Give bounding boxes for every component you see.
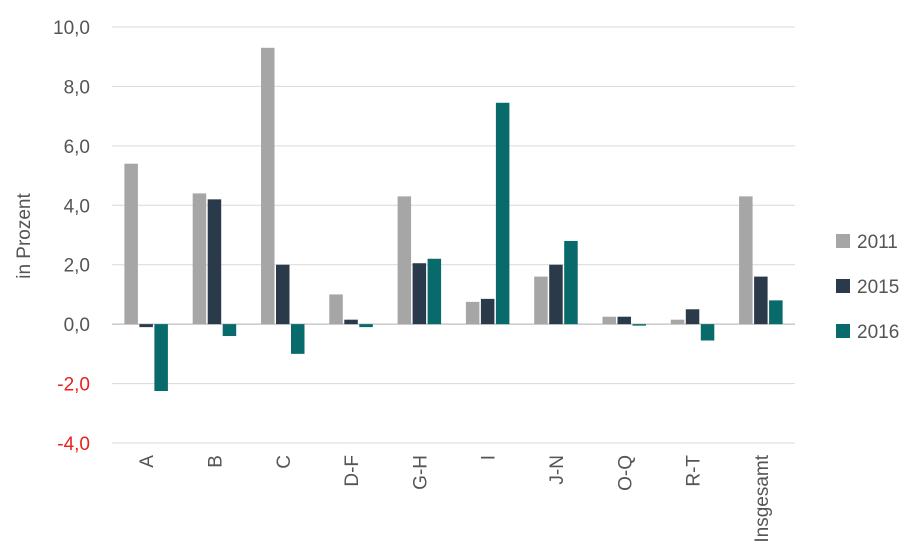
bar-2011-J-N: [534, 276, 548, 325]
x-tick-label: O-Q: [615, 455, 636, 491]
legend: 2011 2015 2016: [836, 232, 899, 343]
bar-2016-B: [222, 324, 237, 337]
y-axis-label: in Prozent: [14, 193, 35, 279]
legend-swatch-2011: [836, 234, 850, 248]
x-tick-label: D-F: [342, 455, 363, 487]
bar-2015-R-T: [685, 309, 700, 325]
bar-2016-Insgesamt: [769, 300, 783, 325]
bar-2011-C: [261, 47, 275, 325]
y-tick-label: 8,0: [64, 77, 90, 98]
bar-2011-O-Q: [602, 316, 616, 325]
bar-2016-R-T: [700, 324, 715, 341]
bar-2015-B: [207, 199, 222, 325]
x-tick-label: I: [479, 455, 500, 460]
legend-label: 2011: [857, 232, 898, 253]
bar-2011-D-F: [329, 294, 343, 325]
x-tick-label: J-N: [547, 455, 568, 485]
y-tick-label: 0,0: [64, 315, 90, 336]
legend-label: 2015: [857, 277, 899, 298]
bar-2016-C: [291, 324, 305, 354]
bars: [124, 47, 783, 391]
bar-2011-Insgesamt: [739, 196, 753, 325]
y-tick-label: 10,0: [53, 18, 90, 39]
bar-2011-I: [465, 301, 480, 325]
bar-2016-D-F: [359, 324, 373, 328]
legend-swatch-2015: [836, 279, 850, 293]
x-tick-label: B: [205, 455, 226, 468]
x-tick-label: A: [137, 455, 158, 468]
x-tick-label: Insgesamt: [752, 454, 773, 542]
bar-2016-G-H: [427, 258, 442, 325]
y-tick-label: 6,0: [64, 137, 90, 158]
bar-2016-I: [495, 102, 510, 325]
bar-2015-O-Q: [617, 316, 631, 325]
bar-2015-A: [139, 324, 153, 328]
x-tick-label: R-T: [684, 455, 705, 487]
bar-2015-J-N: [549, 264, 563, 325]
bar-2015-C: [276, 264, 290, 325]
bar-2011-B: [192, 193, 207, 325]
bar-2015-I: [480, 298, 495, 325]
x-axis-ticks: A B C D-F G-H I J-N O-Q R-T Insgesamt: [137, 454, 773, 542]
y-tick-label: -2,0: [57, 375, 90, 396]
x-tick-label: C: [274, 455, 295, 469]
bar-2015-Insgesamt: [754, 276, 768, 325]
legend-swatch-2016: [836, 324, 850, 338]
y-axis-ticks: -4,0 -2,0 0,0 2,0 4,0 6,0 8,0 10,0: [53, 18, 90, 455]
bar-2011-R-T: [670, 319, 685, 325]
bar-2011-G-H: [397, 196, 412, 325]
bar-2016-O-Q: [632, 324, 646, 326]
bar-2016-J-N: [564, 240, 578, 325]
y-tick-label: -4,0: [57, 434, 90, 455]
y-tick-label: 4,0: [64, 196, 90, 217]
y-tick-label: 2,0: [64, 256, 90, 277]
bar-2015-D-F: [344, 319, 358, 325]
x-tick-label: G-H: [410, 455, 431, 490]
bar-2015-G-H: [412, 263, 427, 325]
legend-label: 2016: [857, 322, 899, 343]
bar-2011-A: [124, 163, 138, 325]
bar-2016-A: [154, 324, 168, 391]
